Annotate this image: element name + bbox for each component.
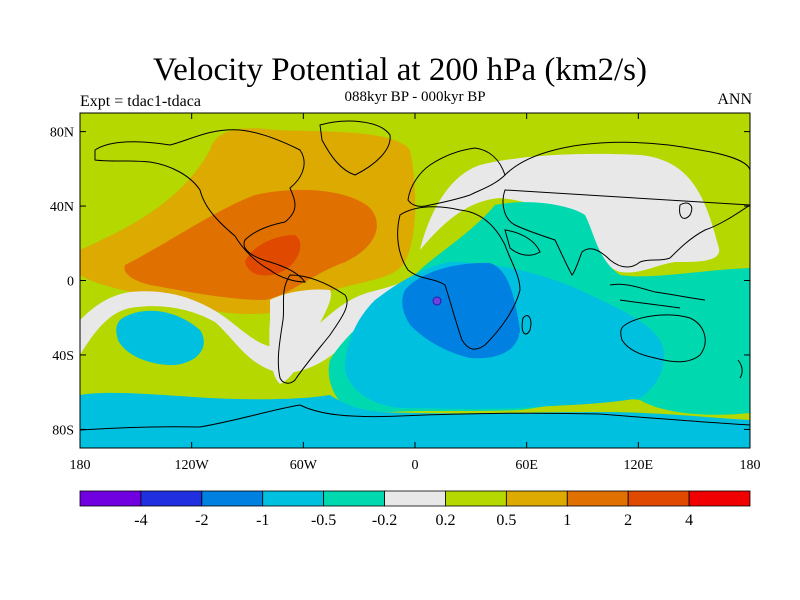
lon-axis: 180 120W 60W 0 60E 120E 180: [70, 113, 761, 473]
plot-title: Velocity Potential at 200 hPa (km2/s): [152, 52, 648, 88]
colorbar-label: 0.5: [496, 512, 516, 529]
colorbar-label: -2: [195, 512, 208, 529]
colorbar-swatch: [505, 490, 568, 507]
map-field: [80, 113, 750, 448]
colorbar-swatch: [445, 490, 507, 507]
lat-tick-label: 40N: [50, 200, 74, 215]
lon-tick-label: 120E: [624, 458, 654, 473]
field-redorange-core: [245, 235, 301, 276]
lat-tick-label: 80S: [52, 423, 74, 438]
coast-indonesia: [609, 283, 706, 309]
coastlines: [80, 120, 750, 431]
colorbar-swatch: [566, 490, 629, 507]
colorbar-swatch: [323, 490, 385, 507]
colorbar-label: 1: [563, 512, 571, 529]
colorbar-label: 2: [624, 512, 632, 529]
lat-axis: 80N 40N 0 40S 80S: [50, 126, 750, 438]
field-darkorange-core: [124, 189, 377, 300]
colorbar-swatch: [201, 490, 264, 507]
lon-tick-label: 0: [412, 458, 419, 473]
coast-africa: [397, 206, 521, 350]
lon-tick-label: 180: [740, 458, 761, 473]
field-gray-southamerica: [269, 289, 331, 384]
plot-subtitle: 088kyr BP - 000kyr BP: [344, 89, 486, 105]
colorbar-swatch: [140, 490, 203, 507]
colorbar-label: -1: [256, 512, 269, 529]
coast-north-america: [94, 129, 306, 283]
marker-dot: [432, 296, 442, 306]
coast-madagascar: [521, 315, 532, 335]
colorbar-label: 0.2: [435, 512, 455, 529]
colorbar-label: -0.2: [372, 512, 397, 529]
colorbar-label: -0.5: [311, 512, 336, 529]
coast-antarctica: [80, 404, 750, 431]
field-blue-core: [402, 262, 520, 359]
lon-tick-label: 180: [70, 458, 91, 473]
colorbar-swatch: [79, 490, 142, 507]
field-cyan-southpacific: [116, 310, 204, 366]
lon-tick-label: 60W: [290, 458, 318, 473]
experiment-label: Expt = tdac1-tdaca: [80, 93, 201, 110]
coast-asia: [502, 141, 750, 276]
lon-tick-label: 120W: [175, 458, 210, 473]
season-label: ANN: [717, 91, 752, 108]
field-gray-pacific: [80, 275, 418, 373]
colorbar-swatch: [627, 490, 690, 507]
coast-new-zealand: [737, 359, 743, 379]
lon-tick-label: 60E: [515, 458, 538, 473]
colorbar-label: 4: [685, 512, 693, 529]
coast-australia: [620, 314, 706, 363]
lat-tick-label: 80N: [50, 126, 74, 141]
colorbar-swatch: [384, 490, 446, 507]
coast-japan: [679, 202, 693, 219]
coast-greenland: [319, 120, 391, 176]
lat-tick-label: 0: [67, 275, 74, 290]
field-cyan-south: [80, 392, 750, 448]
colorbar-swatch: [262, 490, 325, 507]
colorbar-label: -4: [134, 512, 147, 529]
coast-south-america: [277, 274, 348, 384]
colorbar-swatch: [688, 490, 751, 507]
lat-tick-label: 40S: [52, 349, 74, 364]
coast-arabia: [504, 229, 541, 256]
colorbar: -4 -2 -1 -0.5 -0.2 0.2 0.5 1 2 4: [79, 490, 751, 529]
